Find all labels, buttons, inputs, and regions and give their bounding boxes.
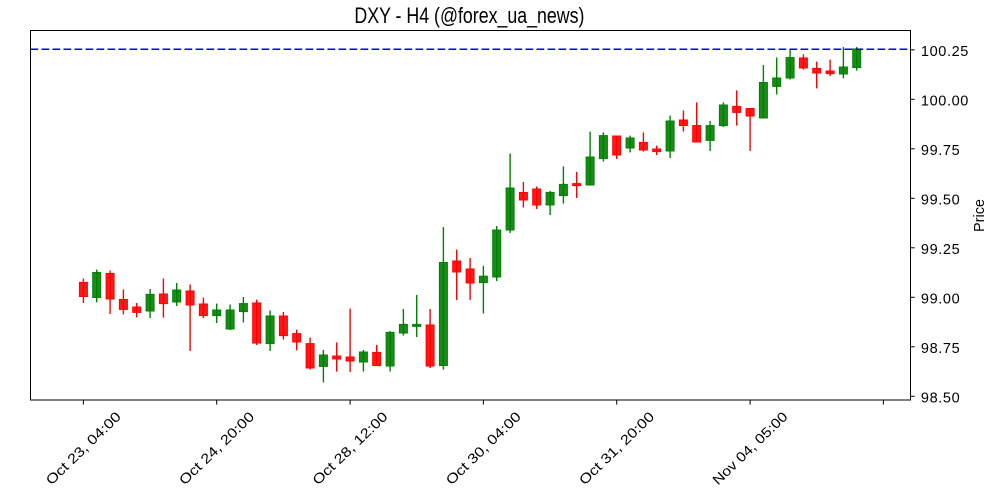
svg-text:98.75: 98.75 xyxy=(921,341,960,357)
svg-text:99.50: 99.50 xyxy=(921,192,960,208)
svg-text:99.00: 99.00 xyxy=(921,291,960,307)
svg-text:DXY - H4 (@forex_ua_news): DXY - H4 (@forex_ua_news) xyxy=(354,3,584,28)
svg-text:100.25: 100.25 xyxy=(921,44,969,60)
svg-text:99.75: 99.75 xyxy=(921,143,960,159)
svg-text:98.50: 98.50 xyxy=(921,390,960,406)
svg-text:99.25: 99.25 xyxy=(921,242,960,258)
svg-text:100.00: 100.00 xyxy=(921,93,969,109)
svg-text:Price: Price xyxy=(971,199,988,232)
